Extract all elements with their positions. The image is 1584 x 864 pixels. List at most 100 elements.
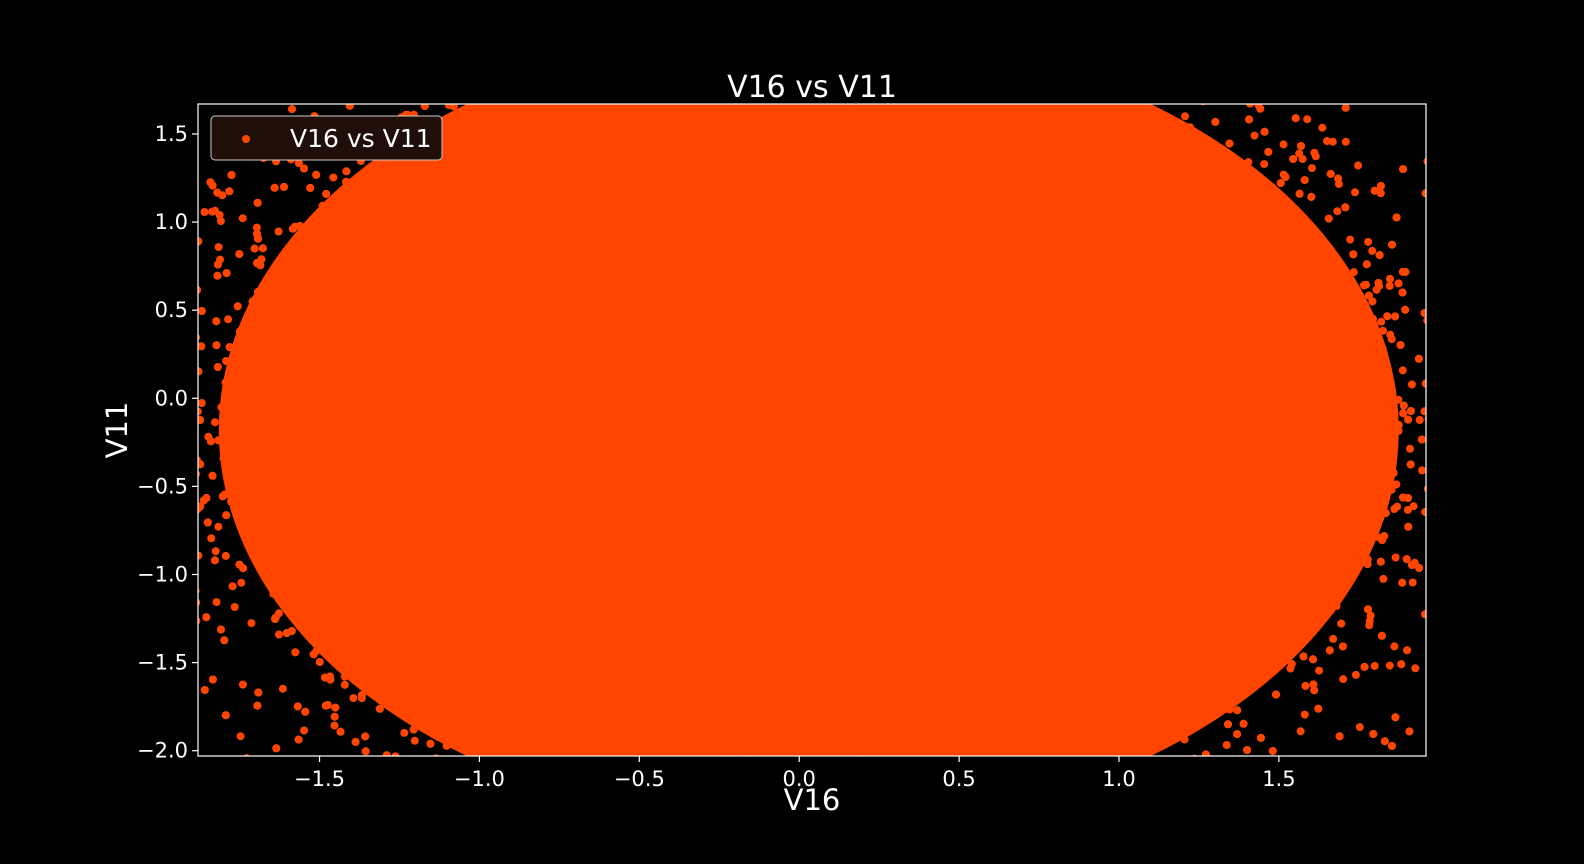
scatter-point [221, 378, 230, 387]
scatter-point [842, 118, 851, 127]
scatter-point [633, 91, 641, 99]
scatter-point [1279, 140, 1288, 149]
scatter-point [1436, 369, 1444, 377]
scatter-point [1241, 324, 1250, 333]
scatter-point [1231, 92, 1239, 100]
scatter-point [604, 230, 613, 239]
scatter-point [549, 131, 558, 140]
scatter-point [911, 282, 920, 291]
scatter-point [613, 367, 622, 376]
scatter-point [620, 237, 629, 246]
scatter-point [1109, 654, 1118, 663]
scatter-point [1039, 393, 1048, 402]
scatter-point [1291, 552, 1300, 561]
scatter-point [851, 246, 860, 255]
scatter-point [1365, 621, 1374, 630]
scatter-point [781, 557, 790, 566]
scatter-point [613, 180, 622, 188]
scatter-point [723, 138, 732, 147]
scatter-point [800, 369, 809, 378]
scatter-point [1121, 676, 1130, 685]
scatter-point [710, 587, 719, 596]
scatter-point [762, 222, 771, 231]
scatter-point [833, 738, 841, 747]
scatter-point [667, 168, 676, 177]
scatter-point [856, 699, 865, 708]
scatter-point [816, 383, 825, 392]
scatter-point [888, 221, 897, 230]
scatter-point [1306, 304, 1315, 313]
scatter-point [1269, 303, 1277, 312]
scatter-point [417, 444, 426, 453]
scatter-point [299, 356, 308, 365]
scatter-point [768, 359, 777, 368]
scatter-point [502, 251, 511, 260]
scatter-point [1261, 364, 1269, 373]
scatter-point [949, 708, 958, 717]
scatter-point [1087, 153, 1096, 162]
scatter-point [1291, 488, 1300, 497]
scatter-point [728, 688, 736, 697]
scatter-point [506, 345, 515, 354]
scatter-point [1035, 757, 1043, 765]
scatter-point [508, 236, 517, 245]
scatter-point [409, 524, 417, 533]
scatter-point [1364, 237, 1373, 246]
scatter-point [1090, 650, 1099, 659]
scatter-point [1196, 631, 1205, 640]
scatter-point [1438, 672, 1446, 680]
scatter-point [1434, 502, 1442, 510]
scatter-point [508, 685, 517, 694]
scatter-point [728, 471, 737, 480]
scatter-point [1033, 507, 1042, 516]
scatter-point [468, 276, 477, 284]
scatter-point [881, 138, 890, 147]
scatter-point [956, 95, 964, 103]
scatter-point [846, 209, 855, 218]
scatter-point [742, 144, 751, 153]
scatter-point [1311, 152, 1320, 161]
scatter-point [762, 127, 771, 136]
scatter-point [1191, 532, 1200, 541]
scatter-point [769, 136, 778, 145]
scatter-point [954, 235, 963, 244]
scatter-point [862, 104, 871, 113]
scatter-point [950, 246, 959, 255]
scatter-point [940, 549, 948, 558]
scatter-point [451, 478, 460, 487]
scatter-point [712, 550, 720, 559]
scatter-point [643, 693, 652, 702]
scatter-point [534, 437, 543, 446]
scatter-point [510, 511, 519, 520]
scatter-point [411, 183, 420, 192]
scatter-point [823, 638, 832, 647]
scatter-point [975, 120, 984, 129]
scatter-point [676, 232, 685, 241]
scatter-point [602, 270, 611, 279]
scatter-point [477, 404, 486, 413]
scatter-point [1243, 683, 1252, 692]
scatter-point [583, 652, 592, 661]
scatter-point [997, 96, 1005, 104]
scatter-point [454, 217, 463, 225]
scatter-point [645, 273, 654, 282]
scatter-point [274, 227, 283, 236]
scatter-point [1319, 602, 1327, 611]
scatter-point [814, 545, 822, 554]
scatter-point [1113, 546, 1122, 555]
scatter-point [1095, 741, 1104, 750]
scatter-point [1103, 490, 1111, 499]
scatter-point [525, 558, 534, 567]
scatter-point [794, 266, 803, 275]
scatter-point [460, 577, 469, 586]
scatter-point [1370, 662, 1379, 670]
scatter-point [767, 290, 776, 298]
scatter-point [1295, 149, 1304, 158]
scatter-point [1249, 271, 1258, 280]
scatter-point [718, 643, 727, 652]
scatter-point [447, 608, 455, 617]
scatter-point [229, 454, 237, 463]
scatter-point [1286, 318, 1294, 327]
scatter-point [967, 137, 976, 146]
scatter-point [644, 559, 652, 568]
